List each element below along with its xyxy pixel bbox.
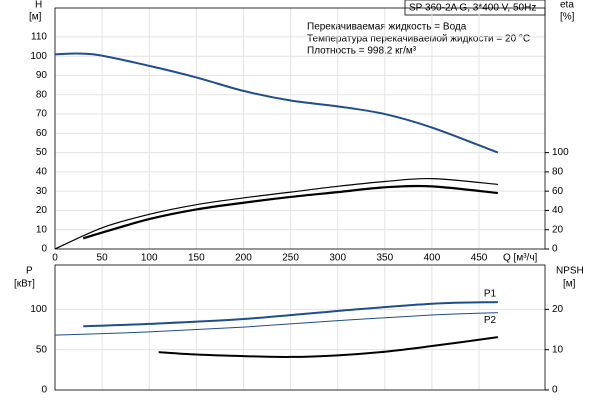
y2-tick-label: 0 (552, 244, 558, 255)
y2-label: NPSH (556, 266, 584, 277)
curve (54, 52, 499, 154)
annotation: Перекачиваемая жидкость = Вода (307, 22, 467, 33)
annotation: Плотность = 998.2 кг/м³ (307, 46, 417, 57)
x-tick-label: 300 (329, 253, 346, 264)
y-tick-label: 10 (36, 224, 48, 235)
y-tick-label: 20 (36, 205, 48, 216)
y-tick-label: 100 (30, 51, 47, 62)
plot-frame (54, 264, 546, 391)
curve-label: P1 (484, 289, 497, 300)
y-tick-label: 40 (36, 167, 48, 178)
y2-tick-label: 40 (552, 205, 564, 216)
x-tick-label: 350 (376, 253, 393, 264)
y2-tick-label: 20 (552, 304, 564, 315)
y-tick-label: 110 (31, 32, 47, 43)
y2-label: eta (560, 0, 574, 11)
y2-unit: [%] (560, 12, 575, 23)
x-tick-label: 0 (52, 253, 58, 264)
curve-label: P2 (484, 315, 497, 326)
y-unit: [кВт] (14, 279, 35, 290)
title-box (404, 0, 546, 16)
x-tick-label: 450 (471, 253, 488, 264)
y-tick-label: 0 (41, 244, 47, 255)
plot-frame (54, 7, 546, 250)
curve (83, 301, 498, 328)
x-tick-label: 200 (235, 253, 252, 264)
y2-tick-label: 10 (552, 344, 564, 355)
x-label: Q [м³/ч] (503, 253, 538, 264)
annotation: Температура перекачиваемой жидкости = 20… (307, 34, 530, 45)
y-unit: [м] (29, 12, 42, 23)
y-tick-label: 100 (30, 304, 47, 315)
y-tick-label: 0 (41, 385, 47, 396)
y2-tick-label: 80 (552, 167, 564, 178)
y-tick-label: 90 (36, 70, 48, 81)
y-label: P (26, 266, 33, 277)
y-tick-label: 80 (36, 89, 48, 100)
y-tick-label: 70 (36, 109, 48, 120)
y2-tick-label: 60 (552, 186, 564, 197)
y-tick-label: 50 (36, 344, 48, 355)
curve (82, 184, 498, 240)
y-tick-label: 30 (36, 186, 48, 197)
y-tick-label: 60 (36, 128, 48, 139)
y-tick-label: 50 (36, 147, 48, 158)
x-tick-label: 150 (188, 253, 205, 264)
y2-tick-label: 20 (552, 224, 564, 235)
y2-unit: [м] (563, 279, 576, 290)
x-tick-label: 250 (282, 253, 299, 264)
x-tick-label: 50 (97, 253, 109, 264)
y-label: H (35, 0, 42, 11)
x-tick-label: 400 (424, 253, 441, 264)
x-tick-label: 100 (141, 253, 158, 264)
curve (54, 312, 498, 336)
curve (54, 177, 498, 250)
y2-tick-label: 100 (552, 147, 569, 158)
y2-tick-label: 0 (552, 385, 558, 396)
curve (158, 336, 499, 358)
